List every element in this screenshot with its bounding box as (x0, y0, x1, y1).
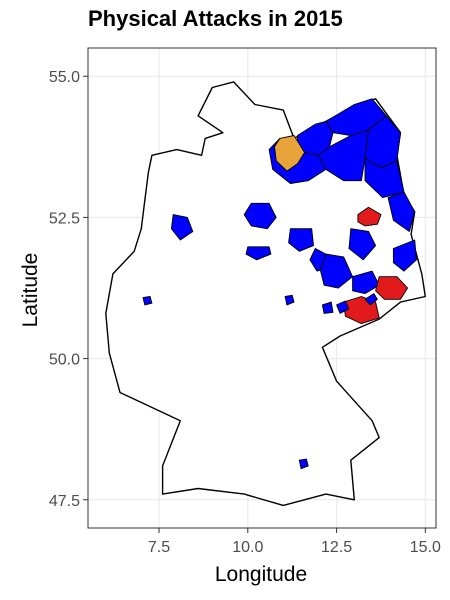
y-tick-label: 50.0 (49, 352, 80, 369)
district-blue: Magdeburg (288, 228, 314, 252)
district-blue: Erfurt (284, 294, 295, 306)
x-tick: 10.0 (232, 528, 263, 556)
y-tick-label: 52.5 (49, 210, 80, 227)
y-tick: 55.0 (49, 69, 88, 86)
y-tick: 52.5 (49, 210, 88, 227)
district-blue: Leipzig (320, 253, 354, 289)
x-tick: 12.5 (321, 528, 352, 556)
map-title: Physical Attacks in 2015 (88, 6, 343, 31)
panel-border (87, 47, 437, 529)
y-tick-label: 47.5 (49, 493, 80, 510)
district-blue: Dresden (364, 293, 378, 306)
x-tick-label: 12.5 (321, 539, 352, 556)
district-blue: Köln (142, 296, 153, 306)
x-tick-label: 7.5 (148, 539, 170, 556)
district-blue: Goslar (245, 246, 272, 261)
district-blue: München (298, 458, 309, 470)
y-tick: 47.5 (49, 493, 88, 510)
district-red: Berlin (357, 206, 382, 227)
x-tick: 7.5 (148, 528, 170, 556)
district-blue: Chemnitz (336, 300, 350, 314)
district-blue: Meißen (352, 270, 380, 295)
y-axis-ticks: 47.5 50.0 52.5 55.0 (49, 69, 88, 510)
district-red: Bautzen (375, 276, 409, 300)
y-tick: 50.0 (49, 352, 88, 369)
district-blue: Osnabrück (170, 214, 194, 241)
x-tick-label: 10.0 (232, 539, 263, 556)
district-layer: Vorpommern-RügenRostockNordwestmecklenbu… (142, 98, 417, 470)
district-blue: Ludwigslust-Parchim (268, 137, 327, 184)
district-blue: Zwickau (321, 301, 334, 314)
x-axis-ticks: 7.5 10.0 12.5 15.0 (148, 528, 441, 556)
district-blue: Märkisch-Oderland (387, 191, 416, 232)
y-tick-label: 55.0 (49, 69, 80, 86)
x-tick: 15.0 (410, 528, 441, 556)
district-blue: Teltow-Fläming (348, 228, 377, 261)
x-tick-label: 15.0 (410, 539, 441, 556)
district-blue: Spree-Neiße (392, 239, 417, 272)
district-blue: Gifhorn (243, 202, 277, 230)
x-axis-label: Longitude (214, 563, 308, 586)
